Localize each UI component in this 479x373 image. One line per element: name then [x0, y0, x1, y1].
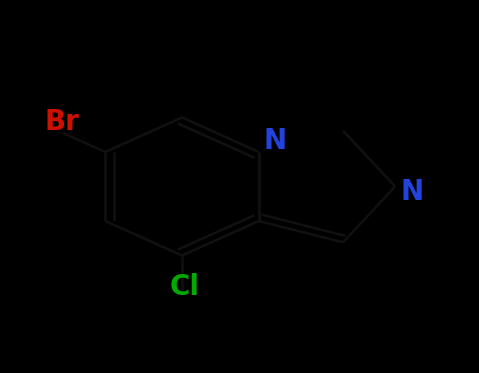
Text: Br: Br — [45, 108, 80, 136]
Text: N: N — [400, 178, 423, 206]
Text: Cl: Cl — [170, 273, 199, 301]
Text: N: N — [264, 127, 287, 155]
